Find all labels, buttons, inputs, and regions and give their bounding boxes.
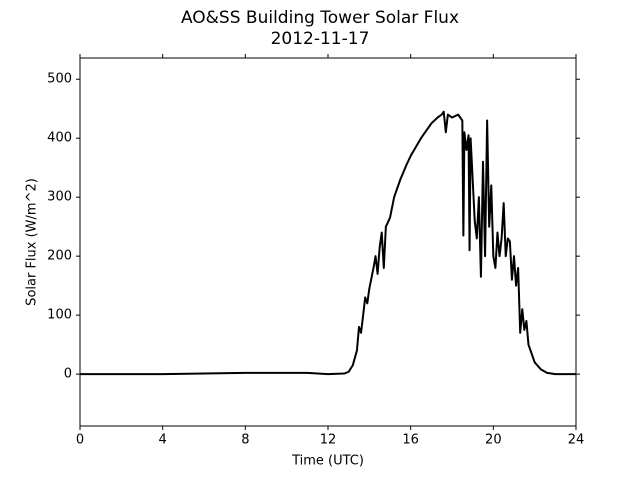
x-tick-label: 20 bbox=[485, 433, 502, 448]
y-tick-label: 100 bbox=[47, 308, 72, 323]
data-line bbox=[80, 110, 576, 376]
y-tick-label: 500 bbox=[47, 72, 72, 87]
y-tick-label: 0 bbox=[64, 367, 72, 382]
x-tick-label: 8 bbox=[241, 433, 249, 448]
x-tick-label: 16 bbox=[402, 433, 419, 448]
y-tick-label: 400 bbox=[47, 131, 72, 146]
chart-title: AO&SS Building Tower Solar Flux bbox=[181, 8, 459, 28]
x-tick-label: 24 bbox=[568, 433, 585, 448]
y-tick-label: 300 bbox=[47, 190, 72, 205]
x-axis-label: Time (UTC) bbox=[291, 454, 364, 469]
y-tick-label: 200 bbox=[47, 249, 72, 264]
x-tick-label: 12 bbox=[320, 433, 337, 448]
chart-subtitle: 2012-11-17 bbox=[271, 29, 370, 49]
x-tick-label: 4 bbox=[159, 433, 167, 448]
y-axis-label: Solar Flux (W/m^2) bbox=[25, 178, 40, 306]
x-tick-label: 0 bbox=[76, 433, 84, 448]
